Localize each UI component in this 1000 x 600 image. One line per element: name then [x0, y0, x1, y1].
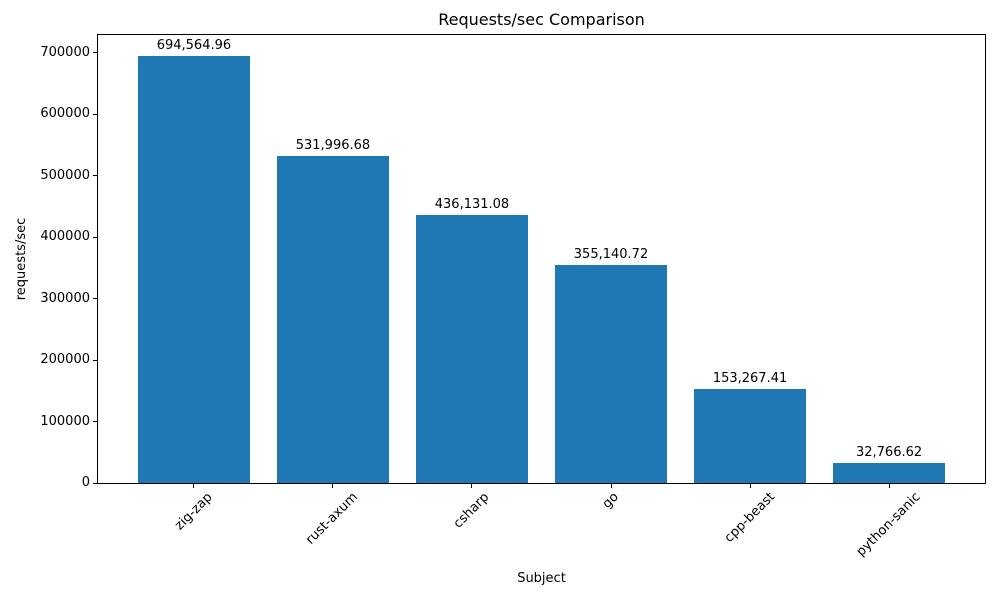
y-tick-mark [93, 298, 97, 300]
y-tick-label: 100000 [40, 413, 90, 429]
bar [416, 215, 528, 483]
x-tick-label: go [599, 489, 622, 512]
x-axis-label: Subject [517, 571, 566, 586]
y-tick-label: 500000 [40, 167, 90, 183]
bar-value-label: 694,564.96 [156, 38, 232, 54]
bar [138, 56, 250, 483]
bar-value-label: 531,996.68 [295, 138, 371, 154]
y-tick-label: 700000 [40, 44, 90, 60]
x-tick-label: zig-zap [172, 489, 216, 534]
x-tick-label: python-sanic [853, 490, 924, 560]
x-tick-mark [332, 484, 334, 488]
x-tick-mark [749, 484, 751, 488]
chart-title: Requests/sec Comparison [438, 10, 645, 29]
y-tick-mark [93, 421, 97, 423]
x-tick-mark [471, 484, 473, 488]
bar-value-label: 153,267.41 [712, 370, 788, 386]
x-tick-label: csharp [450, 490, 493, 532]
y-tick-mark [93, 236, 97, 238]
x-tick-mark [888, 484, 890, 488]
x-tick-mark [610, 484, 612, 488]
plot-area [97, 34, 986, 484]
bar-value-label: 32,766.62 [855, 444, 923, 460]
bar [277, 156, 389, 483]
y-tick-label: 400000 [40, 229, 90, 245]
bar-value-label: 436,131.08 [434, 197, 510, 213]
x-tick-label: rust-axum [303, 490, 362, 548]
y-tick-mark [93, 359, 97, 361]
y-tick-label: 600000 [40, 106, 90, 122]
y-tick-mark [93, 52, 97, 54]
bar [555, 264, 667, 483]
y-tick-label: 200000 [40, 352, 90, 368]
bar [833, 462, 945, 483]
y-tick-mark [93, 175, 97, 177]
bar-value-label: 355,140.72 [573, 246, 649, 262]
y-tick-mark [93, 113, 97, 115]
y-tick-mark [93, 482, 97, 484]
y-tick-label: 0 [81, 475, 90, 490]
bar [694, 388, 806, 483]
x-tick-mark [193, 484, 195, 488]
y-tick-label: 300000 [40, 290, 90, 306]
x-tick-label: cpp-beast [721, 489, 778, 547]
